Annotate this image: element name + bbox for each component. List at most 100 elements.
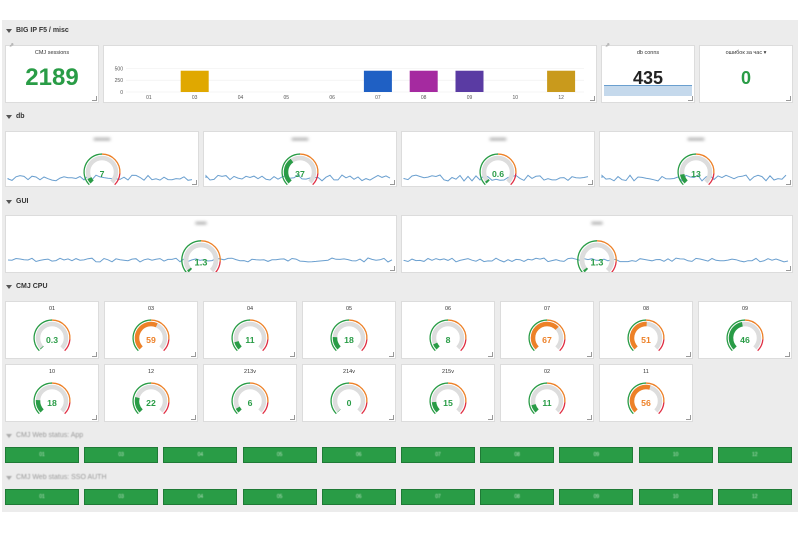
row-title-gui[interactable]: GUI (6, 198, 28, 205)
bar-12[interactable] (547, 70, 576, 92)
db-panel[interactable]: 13 ▬▬▬ (600, 132, 792, 186)
web-app-status-05[interactable]: 05 (243, 448, 316, 462)
web-app-status-09[interactable]: 09 (560, 448, 633, 462)
x-tick-label: 08 (421, 95, 427, 101)
web-sso-status-07[interactable]: 07 (402, 490, 474, 504)
cpu-panel-05[interactable]: 18 05 (303, 302, 395, 358)
web-sso-status-12[interactable]: 12 (718, 490, 791, 504)
resize-handle[interactable] (192, 180, 197, 185)
web-app-status-03[interactable]: 03 (85, 448, 158, 462)
cpu-panel-214v[interactable]: 0 214v (303, 365, 395, 421)
panel-errors-per-hour[interactable]: ошибок за час ▾ 0 (700, 46, 792, 102)
row-title-web-app[interactable]: CMJ Web status: App (6, 432, 83, 439)
row-title-big-ip[interactable]: BIG IP F5 / misc (6, 27, 69, 34)
web-app-status-06[interactable]: 06 (322, 448, 395, 462)
bar-08[interactable] (409, 70, 438, 92)
panel-bar-chart[interactable]: 500 250 0 01 03 04 05 06 07 08 09 10 12 (104, 46, 596, 102)
resize-handle[interactable] (686, 415, 691, 420)
panel-title-redacted: ▬▬ (195, 220, 207, 226)
gauge-track (431, 321, 465, 350)
resize-handle[interactable] (785, 352, 790, 357)
resize-handle[interactable] (488, 352, 493, 357)
cpu-panel-04[interactable]: 11 04 (204, 302, 296, 358)
cpu-panel-06[interactable]: 8 06 (402, 302, 494, 358)
resize-handle[interactable] (389, 415, 394, 420)
panel-cmj-sessions[interactable]: ⇗ CMJ sessions 2189 (6, 43, 98, 102)
web-sso-status-04[interactable]: 04 (164, 490, 237, 504)
web-app-status-12[interactable]: 12 (718, 448, 791, 462)
cpu-panel-09[interactable]: 46 09 (699, 302, 791, 358)
bar-07[interactable] (363, 70, 392, 92)
resize-handle[interactable] (488, 415, 493, 420)
web-sso-status-10[interactable]: 10 (639, 490, 712, 504)
cpu-panel-08[interactable]: 51 08 (600, 302, 692, 358)
gauge-fill (134, 396, 143, 413)
row-title-cpu[interactable]: CMJ CPU (6, 283, 48, 290)
bar-09[interactable] (455, 70, 484, 92)
web-app-status-04[interactable]: 04 (164, 448, 237, 462)
gauge-fill (530, 321, 559, 350)
resize-handle[interactable] (92, 415, 97, 420)
resize-handle[interactable] (786, 180, 791, 185)
resize-handle[interactable] (290, 415, 295, 420)
resize-handle[interactable] (191, 352, 196, 357)
gauge-fill (629, 384, 651, 413)
resize-handle[interactable] (389, 352, 394, 357)
cpu-gauge: 51 (627, 319, 665, 352)
web-app-status-07[interactable]: 07 (402, 448, 474, 462)
status-label: 10 (672, 494, 679, 500)
web-sso-status-03[interactable]: 03 (85, 490, 158, 504)
gui-panel[interactable]: 1.3 ▬▬ (6, 216, 396, 272)
resize-handle[interactable] (588, 180, 593, 185)
panel-title: 02 (543, 369, 551, 375)
gauge-value: 56 (641, 398, 651, 408)
resize-handle[interactable] (786, 266, 791, 271)
resize-handle[interactable] (587, 352, 592, 357)
cpu-panel-10[interactable]: 18 10 (6, 365, 98, 421)
panel-db-conns[interactable]: ⇗ db conns 435 (602, 43, 694, 102)
db-panel[interactable]: 7 ▬▬▬ (6, 132, 198, 186)
cpu-panel-01[interactable]: 0.3 01 (6, 302, 98, 358)
web-sso-status-01[interactable]: 01 (6, 490, 78, 504)
panel-title-redacted: ▬▬ (591, 220, 603, 226)
cpu-panel-12[interactable]: 22 12 (105, 365, 197, 421)
resize-handle[interactable] (686, 352, 691, 357)
panel-title: db conns (636, 50, 660, 56)
resize-handle[interactable] (191, 415, 196, 420)
row-title-web-sso[interactable]: CMJ Web status: SSO AUTH (6, 474, 107, 481)
resize-handle[interactable] (390, 180, 395, 185)
cpu-panel-02[interactable]: 11 02 (501, 365, 593, 421)
web-sso-status-06[interactable]: 06 (322, 490, 395, 504)
gauge-value: 59 (146, 335, 156, 345)
row-title-db[interactable]: db (6, 113, 25, 120)
cpu-panel-215v[interactable]: 15 215v (402, 365, 494, 421)
resize-handle[interactable] (688, 96, 693, 101)
web-sso-status-08[interactable]: 08 (481, 490, 554, 504)
panel-title[interactable]: ошибок за час ▾ (725, 50, 767, 56)
resize-handle[interactable] (587, 415, 592, 420)
chevron-down-icon (6, 433, 12, 438)
cpu-panel-11[interactable]: 56 11 (600, 365, 692, 421)
web-sso-status-09[interactable]: 09 (560, 490, 633, 504)
cpu-panel-03[interactable]: 59 03 (105, 302, 197, 358)
y-tick-label: 500 (115, 66, 124, 72)
web-sso-status-05[interactable]: 05 (243, 490, 316, 504)
resize-handle[interactable] (92, 352, 97, 357)
resize-handle[interactable] (92, 96, 97, 101)
web-app-status-08[interactable]: 08 (481, 448, 554, 462)
bar-03[interactable] (180, 70, 209, 92)
gauge-fill (87, 177, 94, 184)
db-gauge-chart: 37 (205, 153, 391, 186)
resize-handle[interactable] (786, 96, 791, 101)
resize-handle[interactable] (290, 352, 295, 357)
cpu-panel-213v[interactable]: 6 213v (204, 365, 296, 421)
y-tick-label: 250 (115, 78, 124, 84)
resize-handle[interactable] (390, 266, 395, 271)
db-panel[interactable]: 37 ▬▬▬ (204, 132, 396, 186)
web-app-status-01[interactable]: 01 (6, 448, 78, 462)
cpu-panel-07[interactable]: 67 07 (501, 302, 593, 358)
gui-panel[interactable]: 1.3 ▬▬ (402, 216, 792, 272)
web-app-status-10[interactable]: 10 (639, 448, 712, 462)
db-panel[interactable]: 0.6 ▬▬▬ (402, 132, 594, 186)
resize-handle[interactable] (590, 96, 595, 101)
